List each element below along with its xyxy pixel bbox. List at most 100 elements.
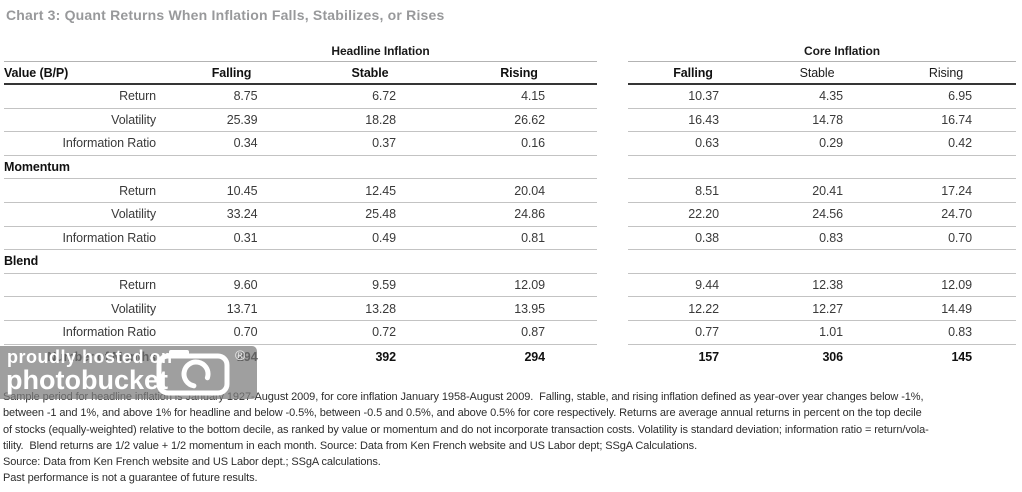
footnote-line: Past performance is not a guarantee of f… [3, 472, 258, 485]
value-cell: 0.63 [628, 136, 758, 150]
watermark-text-line1: proudly hosted on [7, 347, 173, 367]
section-header-momentum: Momentum [4, 156, 597, 180]
value-cell: 24.70 [876, 207, 1016, 221]
core-inflation-table: Core Inflation Falling Stable Rising 10.… [628, 40, 1016, 370]
value-cell: 13.95 [441, 302, 597, 316]
value: 20.04 [514, 183, 545, 198]
value: 294 [524, 350, 545, 365]
table-row-value-volatility: 16.43 14.78 16.74 [628, 109, 1016, 133]
value-cell: 0.29 [758, 136, 876, 150]
value-cell: 12.09 [441, 278, 597, 292]
value: 392 [375, 350, 396, 365]
section-spacer-blend [628, 250, 1016, 274]
value: 8.75 [233, 89, 258, 104]
group-header-row: Core Inflation [628, 40, 1016, 62]
value-cell: 306 [758, 350, 876, 364]
table-row-blend-ir: Information Ratio 0.70 0.72 0.87 [4, 321, 597, 345]
section-label: Momentum [4, 160, 70, 175]
value-cell: 10.37 [628, 89, 758, 103]
footnote-line: between -1 and 1%, and above 1% for head… [3, 407, 922, 420]
value-cell: 392 [299, 350, 441, 364]
value: 9.60 [233, 278, 258, 293]
value-cell: 9.60 [164, 278, 299, 292]
value-cell: 0.16 [441, 136, 597, 150]
value: 33.24 [226, 207, 258, 222]
row-label: Information Ratio [62, 325, 157, 340]
value: 0.42 [948, 136, 972, 151]
table-row-momentum-ir: 0.38 0.83 0.70 [628, 227, 1016, 251]
row-label: Volatility [111, 207, 156, 222]
footnote-line: tility. Blend returns are 1/2 value + 1/… [3, 439, 698, 452]
value: 10.45 [226, 183, 258, 198]
value: 25.39 [226, 112, 258, 127]
value-cell: 18.28 [299, 113, 441, 127]
group-header-row: Headline Inflation [4, 40, 597, 62]
value-cell: 33.24 [164, 207, 299, 221]
row-label: Return [119, 278, 156, 293]
column-header-falling: Falling [211, 65, 252, 80]
table-row-blend-return: 9.44 12.38 12.09 [628, 274, 1016, 298]
value: 0.31 [233, 230, 258, 245]
value-cell: 0.42 [876, 136, 1016, 150]
table-row-value-ir: 0.63 0.29 0.42 [628, 132, 1016, 156]
value-cell: 26.62 [441, 113, 597, 127]
table-row-momentum-volatility: 22.20 24.56 24.70 [628, 203, 1016, 227]
table-row-blend-ir: 0.77 1.01 0.83 [628, 321, 1016, 345]
footnote-line: Source: Data from Ken French website and… [3, 456, 381, 469]
value: 0.29 [819, 136, 843, 151]
value: 0.87 [521, 325, 545, 340]
value: 12.38 [812, 278, 843, 293]
value: 10.37 [688, 89, 719, 104]
value-cell: 24.56 [758, 207, 876, 221]
value: 16.43 [688, 112, 719, 127]
value-cell: 8.75 [164, 89, 299, 103]
section-header-blend: Blend [4, 250, 597, 274]
value-cell: 16.43 [628, 113, 758, 127]
value: 306 [822, 350, 843, 365]
value-cell: 0.87 [441, 325, 597, 339]
value: 17.24 [941, 183, 972, 198]
value: 9.59 [372, 278, 396, 293]
row-label: Volatility [111, 301, 156, 316]
value-cell: 0.37 [299, 136, 441, 150]
value: 0.81 [521, 230, 545, 245]
registered-trademark-symbol: ® [235, 347, 246, 363]
column-header-falling: Falling [673, 65, 713, 80]
row-label: Return [119, 89, 156, 104]
value-cell: 20.41 [758, 184, 876, 198]
value: 0.16 [521, 136, 545, 151]
value: 14.78 [812, 112, 843, 127]
value-cell: 16.74 [876, 113, 1016, 127]
value: 0.72 [372, 325, 396, 340]
headline-inflation-table: Headline Inflation Value (B/P) Falling S… [4, 40, 597, 370]
value-cell: 14.78 [758, 113, 876, 127]
value-cell: 0.72 [299, 325, 441, 339]
value-cell: 0.77 [628, 325, 758, 339]
value: 18.28 [365, 112, 396, 127]
row-label: Return [119, 183, 156, 198]
value: 12.22 [688, 301, 719, 316]
chart-title: Chart 3: Quant Returns When Inflation Fa… [6, 7, 445, 23]
table-row-blend-volatility: 12.22 12.27 14.49 [628, 297, 1016, 321]
group-header-core: Core Inflation [804, 43, 880, 58]
value: 0.37 [372, 136, 396, 151]
value: 8.51 [695, 183, 719, 198]
table-row-momentum-return: 8.51 20.41 17.24 [628, 179, 1016, 203]
table-row-value-ir: Information Ratio 0.34 0.37 0.16 [4, 132, 597, 156]
value: 24.56 [812, 207, 843, 222]
column-header-row: Value (B/P) Falling Stable Rising [4, 62, 597, 85]
value: 0.70 [233, 325, 258, 340]
value-cell: 9.59 [299, 278, 441, 292]
value: 0.63 [695, 136, 719, 151]
value-cell: 12.38 [758, 278, 876, 292]
value: 20.41 [812, 183, 843, 198]
group-header-headline: Headline Inflation [331, 43, 430, 58]
value-cell: 12.22 [628, 302, 758, 316]
value: 0.70 [948, 230, 972, 245]
label-header: Value (B/P) [4, 65, 69, 80]
value-cell: 157 [628, 350, 758, 364]
value-cell: 1.01 [758, 325, 876, 339]
value: 14.49 [941, 301, 972, 316]
table-row-momentum-volatility: Volatility 33.24 25.48 24.86 [4, 203, 597, 227]
